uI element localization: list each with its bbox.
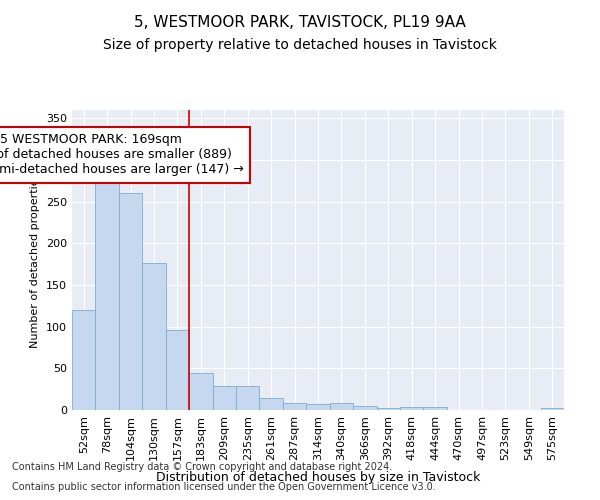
Bar: [259, 398, 283, 410]
Bar: [166, 330, 189, 410]
Bar: [212, 386, 236, 410]
Text: 5 WESTMOOR PARK: 169sqm
← 86% of detached houses are smaller (889)
14% of semi-d: 5 WESTMOOR PARK: 169sqm ← 86% of detache…: [0, 134, 244, 176]
Text: 5, WESTMOOR PARK, TAVISTOCK, PL19 9AA: 5, WESTMOOR PARK, TAVISTOCK, PL19 9AA: [134, 15, 466, 30]
Bar: [400, 406, 424, 410]
Bar: [424, 406, 447, 410]
Text: Size of property relative to detached houses in Tavistock: Size of property relative to detached ho…: [103, 38, 497, 52]
X-axis label: Distribution of detached houses by size in Tavistock: Distribution of detached houses by size …: [156, 471, 480, 484]
Bar: [189, 372, 212, 410]
Bar: [353, 406, 377, 410]
Bar: [72, 310, 95, 410]
Y-axis label: Number of detached properties: Number of detached properties: [31, 172, 40, 348]
Bar: [541, 408, 564, 410]
Bar: [377, 408, 400, 410]
Bar: [95, 176, 119, 410]
Bar: [236, 386, 259, 410]
Text: Contains public sector information licensed under the Open Government Licence v3: Contains public sector information licen…: [12, 482, 436, 492]
Bar: [283, 404, 306, 410]
Bar: [119, 192, 142, 410]
Bar: [142, 262, 166, 410]
Bar: [330, 402, 353, 410]
Text: Contains HM Land Registry data © Crown copyright and database right 2024.: Contains HM Land Registry data © Crown c…: [12, 462, 392, 472]
Bar: [306, 404, 330, 410]
